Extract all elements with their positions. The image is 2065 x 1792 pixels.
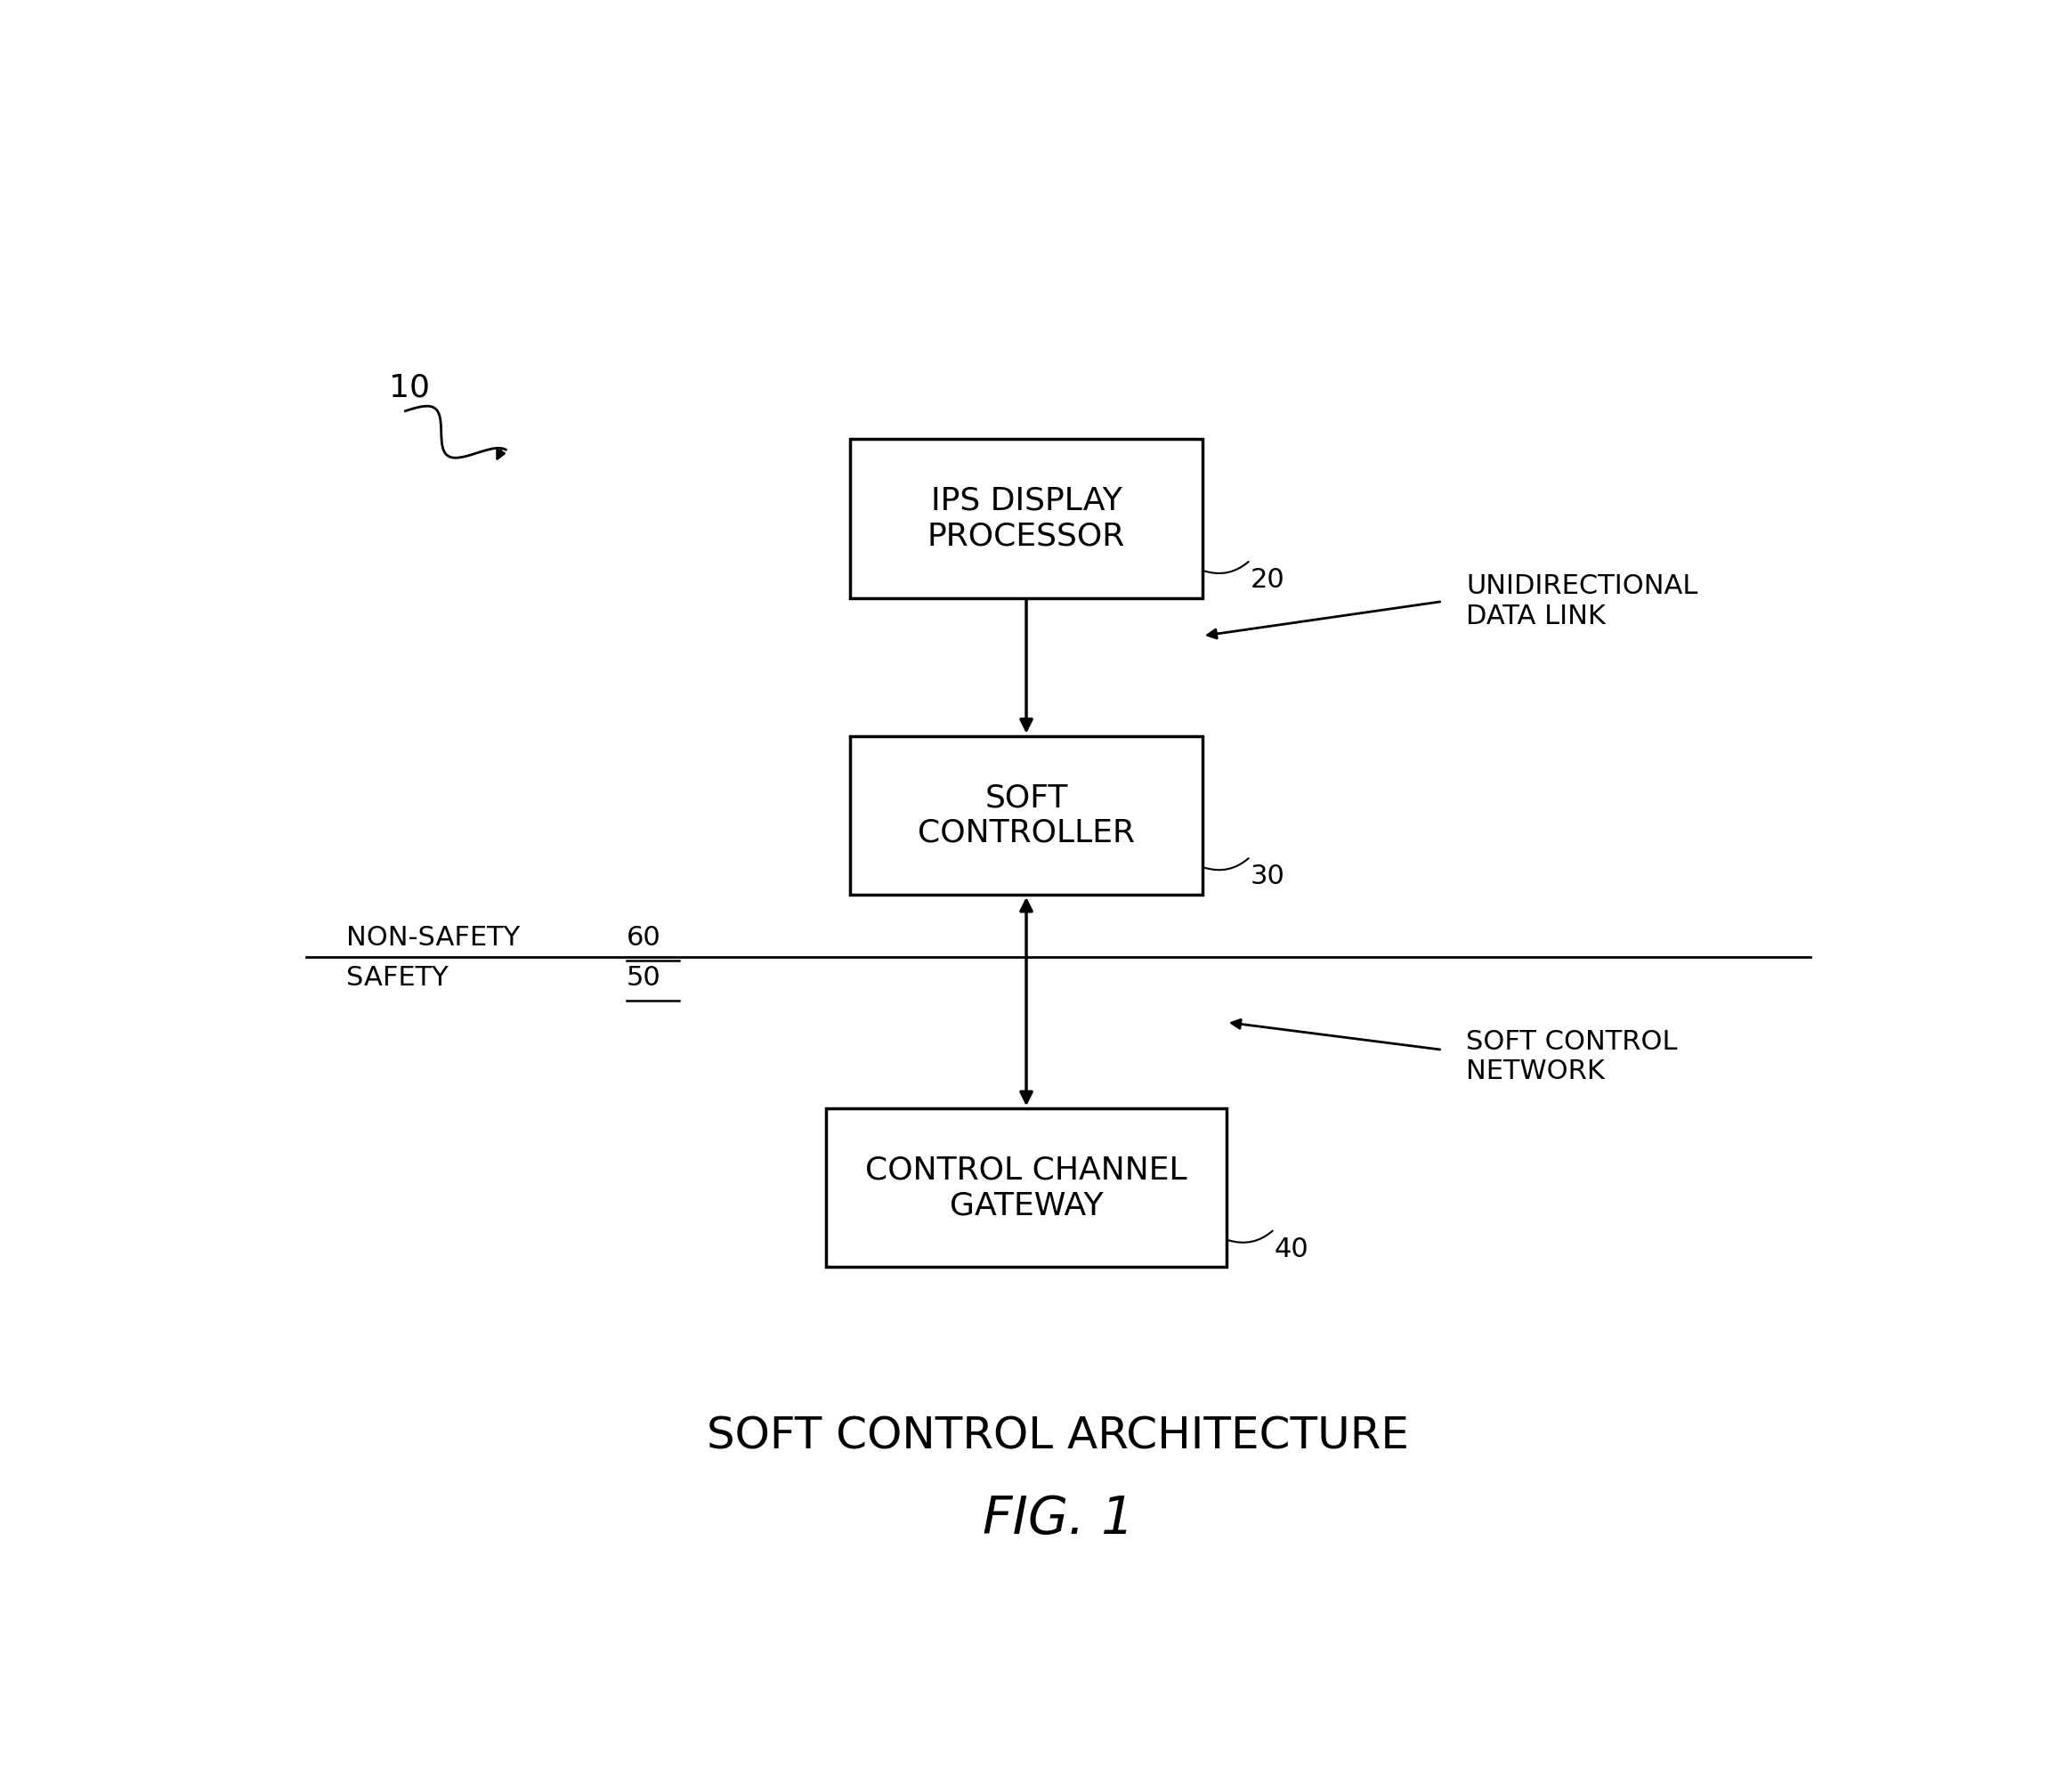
Text: 60: 60: [626, 925, 661, 952]
Text: 30: 30: [1251, 864, 1284, 889]
Text: CONTROL CHANNEL
GATEWAY: CONTROL CHANNEL GATEWAY: [865, 1156, 1187, 1220]
Text: IPS DISPLAY
PROCESSOR: IPS DISPLAY PROCESSOR: [927, 486, 1125, 552]
Text: SOFT CONTROL
NETWORK: SOFT CONTROL NETWORK: [1466, 1029, 1677, 1084]
Bar: [826, 1109, 1227, 1267]
Text: 10: 10: [390, 373, 430, 403]
Text: SOFT CONTROL ARCHITECTURE: SOFT CONTROL ARCHITECTURE: [706, 1416, 1410, 1457]
Text: 50: 50: [626, 966, 661, 991]
Bar: [851, 737, 1202, 894]
Text: FIG. 1: FIG. 1: [983, 1493, 1134, 1545]
Text: SAFETY: SAFETY: [347, 966, 448, 991]
Text: SOFT
CONTROLLER: SOFT CONTROLLER: [917, 783, 1136, 848]
Text: NON-SAFETY: NON-SAFETY: [347, 925, 520, 952]
Bar: [851, 439, 1202, 599]
Text: UNIDIRECTIONAL
DATA LINK: UNIDIRECTIONAL DATA LINK: [1466, 573, 1697, 629]
Text: 40: 40: [1274, 1236, 1309, 1262]
Text: 20: 20: [1251, 566, 1284, 593]
